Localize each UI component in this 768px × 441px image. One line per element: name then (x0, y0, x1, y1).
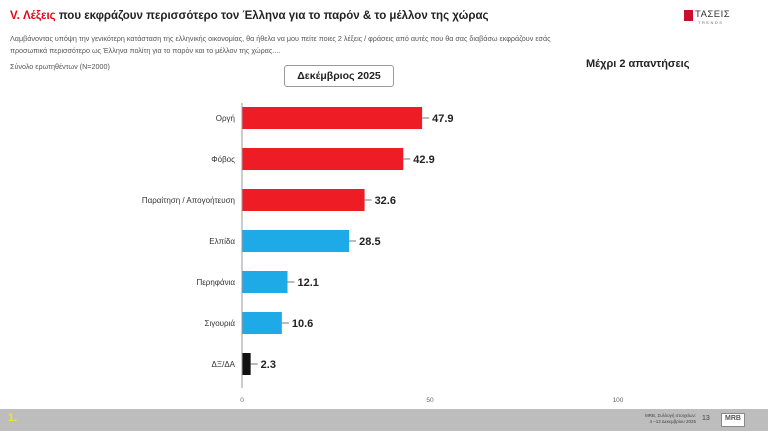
category-label: Περηφάνια (196, 278, 235, 287)
bar (242, 189, 365, 211)
title-accent: V. Λέξεις (10, 10, 56, 22)
value-label: 32.6 (375, 195, 396, 207)
value-label: 42.9 (413, 154, 434, 166)
page-title: V. Λέξεις που εκφράζουν περισσότερο τον … (10, 10, 489, 22)
bar (242, 312, 282, 334)
sample-size: Σύνολο ερωτηθέντων (Ν=2000) (10, 62, 110, 71)
source-line-1: MRB, Συλλογή στοιχείων: (644, 413, 696, 418)
bar (242, 148, 404, 170)
mrb-logo-text: MRB (725, 415, 741, 422)
source-note: MRB, Συλλογή στοιχείων: 4 –12 Δεκεμβρίου… (596, 413, 696, 425)
category-label: Σιγουριά (205, 319, 236, 328)
max-answers-note: Μέχρι 2 απαντήσεις (586, 58, 690, 70)
footer-bar: 1. MRB, Συλλογή στοιχείων: 4 –12 Δεκεμβρ… (0, 409, 768, 431)
bar (242, 230, 350, 252)
tasis-logo: ΤΑΣΕΙΣ TRENDS (684, 9, 740, 27)
title-text: που εκφράζουν περισσότερο τον Έλληνα για… (55, 10, 489, 22)
category-label: Φόβος (211, 155, 235, 164)
value-label: 2.3 (261, 359, 276, 371)
bar (242, 107, 423, 129)
mrb-logo: MRB (721, 413, 745, 427)
slide-number: 13 (702, 415, 710, 422)
logo-text: ΤΑΣΕΙΣ (695, 9, 731, 20)
category-label: Ελπίδα (209, 237, 235, 246)
bar (242, 271, 288, 293)
x-tick-label: 50 (426, 397, 434, 404)
logo-mark-icon (684, 10, 693, 21)
source-line-2: 4 –12 Δεκεμβρίου 2025 (649, 419, 697, 424)
question-description: Λαμβάνοντας υπόψη την γενικότερη κατάστα… (10, 34, 551, 55)
category-label: ΔΞ/ΔΑ (212, 360, 236, 369)
bar (242, 353, 251, 375)
page-number-label: 1. (8, 412, 18, 424)
x-tick-label: 0 (240, 397, 244, 404)
logo-subtext: TRENDS (698, 20, 724, 25)
category-label: Οργή (216, 114, 235, 123)
value-label: 47.9 (432, 113, 453, 125)
category-label: Παραίτηση / Απογοήτευση (142, 196, 235, 205)
x-tick-label: 100 (613, 397, 624, 404)
period-label: Δεκέμβριος 2025 (284, 65, 394, 87)
value-label: 12.1 (297, 277, 318, 289)
value-label: 10.6 (292, 318, 313, 330)
value-label: 28.5 (359, 236, 380, 248)
